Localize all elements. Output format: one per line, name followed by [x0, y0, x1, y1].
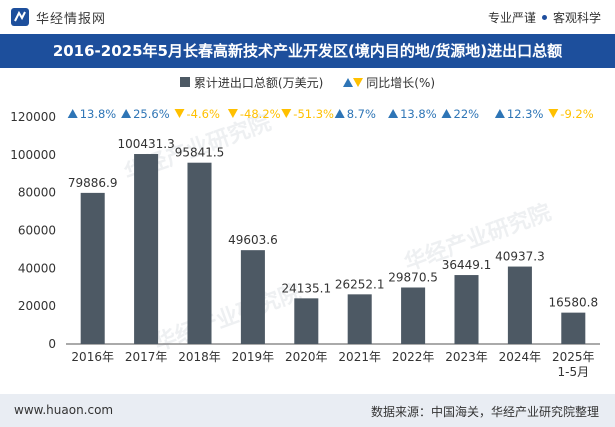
chart-title: 2016-2025年5月长春高新技术产业开发区(境内目的地/货源地)进出口总额 [52, 42, 563, 60]
x-tick-label: 2018年 [178, 350, 221, 364]
legend-bar-label: 累计进出口总额(万美元) [193, 75, 324, 90]
x-tick-label: 1-5月 [557, 365, 589, 379]
bar [561, 312, 586, 344]
legend-growth-label: 同比增长(%) [366, 75, 436, 90]
tagline-right: 客观科学 [552, 11, 601, 25]
x-tick-label: 2020年 [285, 350, 328, 364]
title-bar: 2016-2025年5月长春高新技术产业开发区(境内目的地/货源地)进出口总额 [0, 34, 615, 68]
y-tick-label: 20000 [18, 299, 56, 313]
growth-up-icon [494, 109, 505, 118]
bar [454, 275, 479, 344]
bar-value-label: 26252.1 [335, 277, 385, 291]
tagline-left: 专业严谨 [487, 11, 536, 25]
growth-label: 8.7% [347, 107, 376, 121]
footer: www.huaon.com 数据来源：中国海关，华经产业研究院整理 [0, 394, 615, 427]
dot-icon [541, 15, 547, 20]
growth-down-icon [174, 109, 185, 118]
bar-value-label: 36449.1 [442, 258, 492, 272]
legend-item-growth: 同比增长(%) [343, 74, 435, 91]
bar-value-label: 29870.5 [388, 270, 438, 284]
growth-label: 25.6% [133, 107, 170, 121]
chart-legend: 累计进出口总额(万美元) 同比增长(%) [0, 72, 615, 92]
bar-chart: 0 20000 40000 60000 80000 100000 120000 79886.9… [10, 107, 600, 379]
triangle-down-icon [353, 77, 364, 87]
y-tick-label: 40000 [18, 261, 56, 275]
bar [134, 154, 159, 344]
triangle-up-icon [343, 77, 354, 87]
tagline: 专业严谨 客观科学 [488, 9, 601, 26]
bar [401, 287, 426, 344]
bar-value-label: 79886.9 [68, 176, 118, 190]
bar-value-label: 24135.1 [281, 281, 331, 295]
bar [80, 192, 105, 344]
growth-label: -48.2% [240, 107, 281, 121]
y-tick-label: 100000 [10, 148, 56, 162]
growth-label: -51.3% [293, 107, 334, 121]
growth-down-icon [227, 109, 238, 118]
bar-value-label: 16580.8 [548, 296, 598, 310]
x-tick-label: 2016年 [71, 350, 114, 364]
data-source: 数据来源：中国海关，华经产业研究院整理 [370, 405, 599, 419]
bar [187, 162, 212, 344]
growth-label: -9.2% [560, 107, 593, 121]
growth-down-icon [281, 109, 292, 118]
growth-up-icon [334, 109, 345, 118]
growth-label: 22% [454, 107, 480, 121]
x-tick-label: 2025年 [552, 350, 595, 364]
growth-up-icon [121, 109, 132, 118]
bar-value-label: 95841.5 [175, 146, 225, 160]
growth-up-icon [67, 109, 78, 118]
x-tick-label: 2023年 [445, 350, 488, 364]
bar-value-label: 49603.6 [228, 233, 278, 247]
bar [240, 250, 265, 344]
growth-label: 12.3% [507, 107, 544, 121]
bar-value-label: 100431.3 [117, 137, 174, 151]
y-tick-label: 60000 [18, 224, 56, 238]
growth-up-icon [441, 109, 452, 118]
growth-label: 13.8% [400, 107, 437, 121]
x-tick-label: 2021年 [338, 350, 381, 364]
bar-value-label: 40937.3 [495, 250, 545, 264]
y-tick-label: 120000 [10, 110, 56, 124]
growth-label: 13.8% [80, 107, 117, 121]
bar [294, 298, 319, 344]
growth-label: -4.6% [187, 107, 220, 121]
huajing-logo-icon [11, 8, 29, 26]
brand: 华经情报网 [10, 7, 106, 27]
bar [507, 266, 532, 344]
growth-up-icon [388, 109, 399, 118]
brand-name: 华经情报网 [36, 11, 107, 27]
x-tick-label: 2024年 [499, 350, 542, 364]
bar [347, 294, 372, 344]
y-tick-label: 80000 [18, 186, 56, 200]
bar-swatch-icon [179, 77, 190, 87]
top-bar: 华经情报网 专业严谨 客观科学 [0, 0, 615, 34]
x-tick-label: 2017年 [125, 350, 168, 364]
site-url[interactable]: www.huaon.com [14, 403, 114, 417]
x-tick-label: 2019年 [232, 350, 275, 364]
x-tick-label: 2022年 [392, 350, 435, 364]
growth-down-icon [548, 109, 559, 118]
y-tick-label: 0 [48, 337, 56, 351]
legend-item-bars: 累计进出口总额(万美元) [179, 74, 324, 91]
